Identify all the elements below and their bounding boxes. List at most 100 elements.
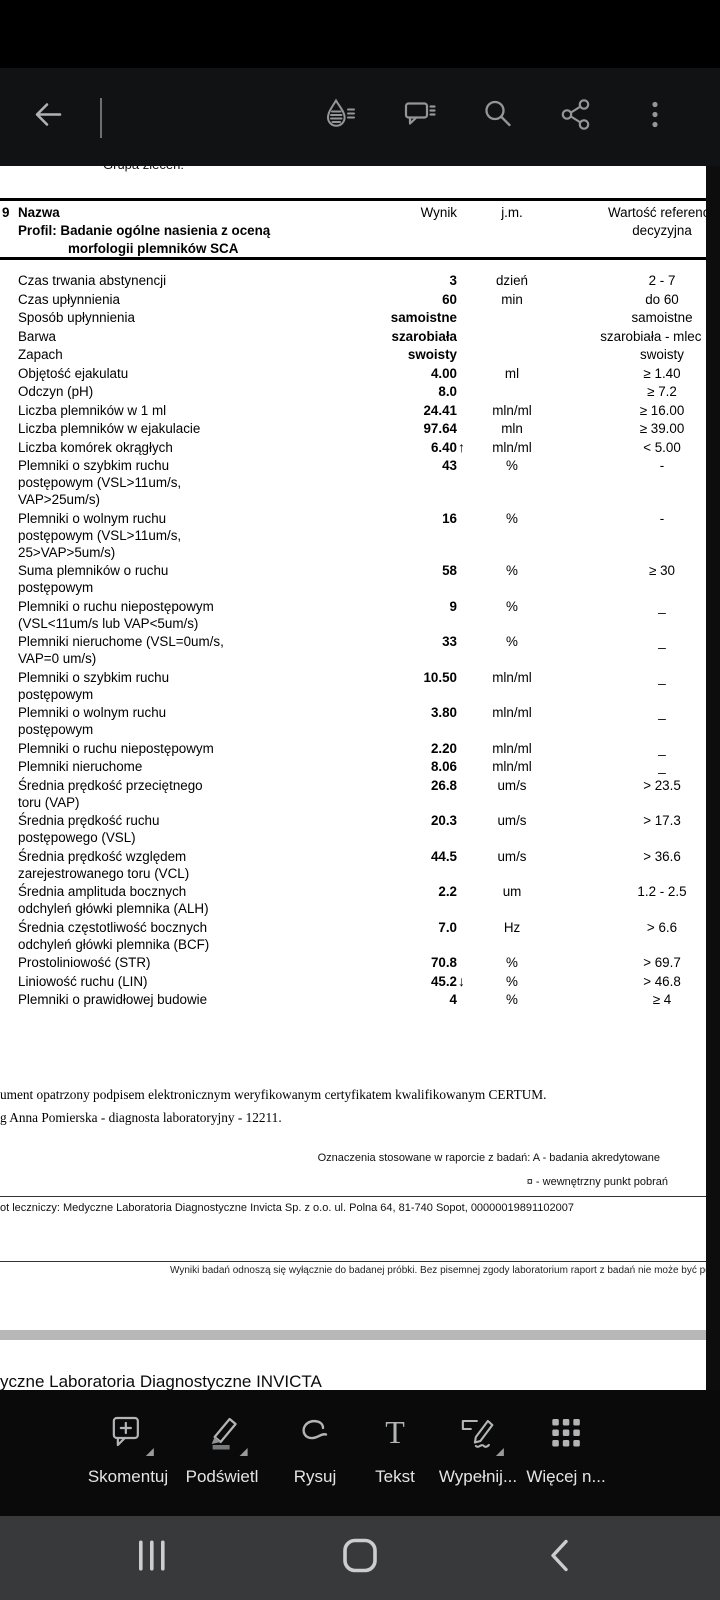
signature-text-line1: ument opatrzony podpisem elektronicznym … [0, 1087, 547, 1102]
table-row: Plemniki nieruchome 8.06 mln/ml _ [0, 758, 720, 775]
reference-range: _ [658, 598, 666, 614]
parameter-name: Plemniki nieruchome [18, 759, 143, 774]
tool-label: Tekst [375, 1467, 415, 1486]
result-value: 4.00 [430, 365, 457, 381]
table-row: Plemniki o ruchu niepostępowym 2.20 mln/… [0, 740, 720, 757]
footer-rule-2 [0, 1261, 720, 1263]
viewer-background-strip [706, 166, 720, 1390]
table-row: Średnia prędkość przeciętnego toru (VAP) … [0, 777, 720, 811]
tool-fill-sign[interactable]: Wypełnij... [439, 1412, 517, 1487]
dropdown-caret [239, 1448, 248, 1456]
parameter-name: Średnia prędkość względem zarejestrowaneg… [18, 848, 190, 881]
reference-range: ≥ 16.00 [639, 402, 685, 418]
unit: dzień [495, 273, 528, 288]
tool-draw[interactable]: Rysuj [293, 1412, 337, 1487]
result-value: 45.2 [430, 973, 457, 989]
reference-range: _ [658, 669, 666, 685]
reference-range: > 23.5 [643, 777, 681, 793]
flag-arrow-icon: ↑ [458, 438, 465, 455]
result-value: 58 [442, 563, 457, 578]
unit: um [502, 884, 522, 899]
table-row: Sposób upłynnienia samoistne samoistne [0, 309, 720, 326]
table-row: Barwa szarobiała szarobiała - mlec [0, 328, 720, 345]
tool-highlight[interactable]: Podświetl [186, 1412, 258, 1487]
facility-text: ot leczniczy: Medyczne Laboratoria Diagn… [0, 1202, 575, 1214]
unit: % [506, 973, 518, 989]
parameter-name: Liczba plemników w 1 ml [18, 402, 167, 418]
liquid-mode-icon[interactable] [323, 97, 359, 138]
result-value: 33 [442, 634, 457, 649]
svg-text:T: T [385, 1414, 405, 1450]
unit: um/s [497, 777, 527, 793]
unit: mln/ml [492, 740, 532, 756]
reference-range: > 17.3 [643, 813, 681, 828]
table-row: Liczba plemników w 1 ml 24.41 mln/ml ≥ 1… [0, 402, 720, 419]
result-value: 8.06 [430, 759, 457, 774]
unit: um/s [497, 848, 527, 864]
reference-range: > 69.7 [643, 955, 681, 970]
reference-range: ≥ 7.2 [647, 384, 677, 399]
table-header-reference-2: decyzyjna [632, 223, 692, 238]
table-header-reference: Wartość referenc [608, 205, 710, 220]
unit: mln/ml [492, 705, 532, 720]
result-value: swoisty [407, 347, 457, 362]
table-header-rule [0, 257, 720, 260]
table-row: Odczyn (pH) 8.0 ≥ 7.2 [0, 383, 720, 400]
result-value: 3.80 [430, 705, 457, 720]
reference-range: samoistne [631, 310, 693, 325]
reference-range: szarobiała - mlec [600, 328, 720, 344]
reference-range: _ [658, 759, 666, 774]
unit: mln/ml [492, 402, 532, 418]
annotation-toolbar: Skomentuj Podświetl Rysuj T Tekst [0, 1390, 720, 1516]
page-separator [0, 1330, 720, 1340]
reference-range: do 60 [645, 291, 679, 307]
table-row: Objętość ejakulatu 4.00 ml ≥ 1.40 [0, 365, 720, 382]
result-value: 10.50 [423, 669, 457, 685]
recents-icon[interactable] [132, 1536, 172, 1581]
signature-text-line2: g Anna Pomierska - diagnosta laboratoryj… [0, 1110, 282, 1125]
share-icon[interactable] [559, 97, 595, 138]
table-row: Średnia częstotliwość bocznych odchyleń g… [0, 919, 720, 953]
result-value: 44.5 [430, 848, 457, 864]
reference-range: ≥ 39.00 [639, 421, 685, 436]
comment-add-icon [106, 1412, 154, 1456]
parameter-name: Średnia prędkość przeciętnego toru (VAP) [18, 777, 203, 810]
toolbar-divider [100, 98, 102, 138]
table-row: Suma plemników o ruchu postępowym 58 % ≥ … [0, 562, 720, 596]
search-icon[interactable] [480, 97, 516, 138]
table-row: Czas upłynnienia 60 min do 60 [0, 291, 720, 308]
back-arrow-icon[interactable] [30, 97, 66, 138]
parameter-name: Plemniki nieruchome (VSL=0um/s, VAP=0 um/… [18, 634, 224, 666]
overflow-menu-icon[interactable] [637, 97, 673, 138]
reference-range: ≥ 30 [649, 563, 675, 578]
unit: ml [504, 365, 520, 381]
comments-icon[interactable] [402, 97, 438, 138]
result-value: 60 [442, 291, 457, 307]
parameter-name: Liniowość ruchu (LIN) [18, 973, 148, 989]
home-icon[interactable] [340, 1536, 380, 1581]
parameter-name: Średnia częstotliwość bocznych odchyleń g… [18, 919, 210, 952]
reference-range: < 5.00 [643, 439, 681, 455]
table-row: Prostoliniowość (STR) 70.8 % > 69.7 [0, 954, 720, 971]
parameter-name: Barwa [18, 328, 56, 344]
table-row: Plemniki nieruchome (VSL=0um/s, VAP=0 um/… [0, 633, 720, 667]
reference-range: _ [658, 634, 666, 649]
reference-range: > 36.6 [643, 848, 681, 864]
tool-label: Skomentuj [87, 1467, 169, 1486]
tool-comment[interactable]: Skomentuj [88, 1412, 168, 1487]
result-value: 24.41 [423, 402, 457, 418]
result-value: 3 [449, 273, 457, 288]
unit: % [506, 458, 518, 473]
table-row: Czas trwania abstynencji 3 dzień 2 - 7 [0, 272, 720, 289]
tool-text[interactable]: T Tekst [373, 1412, 417, 1487]
back-icon[interactable] [542, 1536, 582, 1581]
report-legend-line2: ¤ - wewnętrzny punkt pobrań [526, 1176, 668, 1188]
parameter-name: Odczyn (pH) [18, 384, 94, 399]
parameter-name: Suma plemników o ruchu postępowym [18, 563, 169, 595]
android-nav-bar [0, 1516, 720, 1600]
parameter-name: Plemniki o prawidłowej budowie [18, 992, 208, 1007]
tool-more[interactable]: Więcej n... [526, 1412, 606, 1487]
result-value: szarobiała [391, 328, 458, 344]
reference-range: _ [658, 705, 666, 720]
